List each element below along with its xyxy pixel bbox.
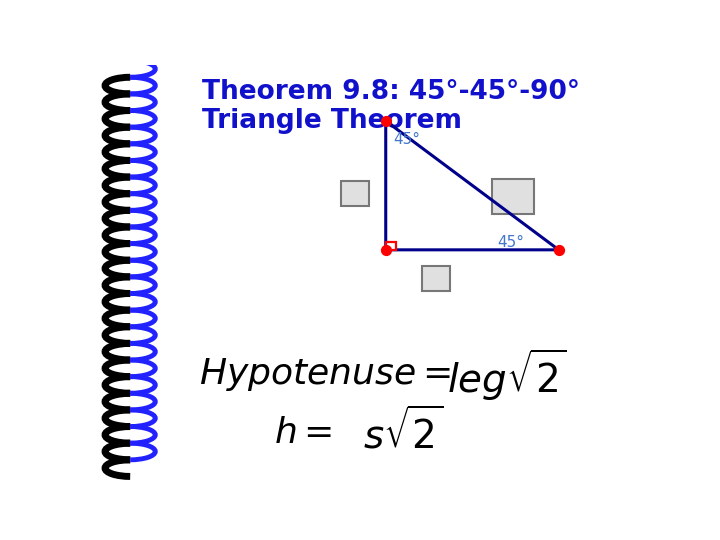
Point — [553, 246, 564, 254]
Bar — [341, 181, 369, 206]
Bar — [492, 179, 534, 214]
Text: 45°: 45° — [498, 235, 524, 250]
Text: $\mathit{h}=$: $\mathit{h}=$ — [274, 416, 333, 450]
Text: Theorem 9.8: 45°-45°-90°: Theorem 9.8: 45°-45°-90° — [202, 79, 580, 105]
Text: $\mathit{leg}\sqrt{2}$: $\mathit{leg}\sqrt{2}$ — [447, 346, 567, 403]
Point — [380, 246, 392, 254]
Bar — [386, 242, 396, 250]
Bar — [422, 266, 450, 292]
Text: 45°: 45° — [393, 132, 420, 147]
Point — [380, 117, 392, 125]
Text: $\mathit{Hypotenuse}=$: $\mathit{Hypotenuse}=$ — [199, 356, 451, 393]
Text: Triangle Theorem: Triangle Theorem — [202, 109, 462, 134]
Text: $\mathit{s}\sqrt{2}$: $\mathit{s}\sqrt{2}$ — [364, 409, 444, 457]
